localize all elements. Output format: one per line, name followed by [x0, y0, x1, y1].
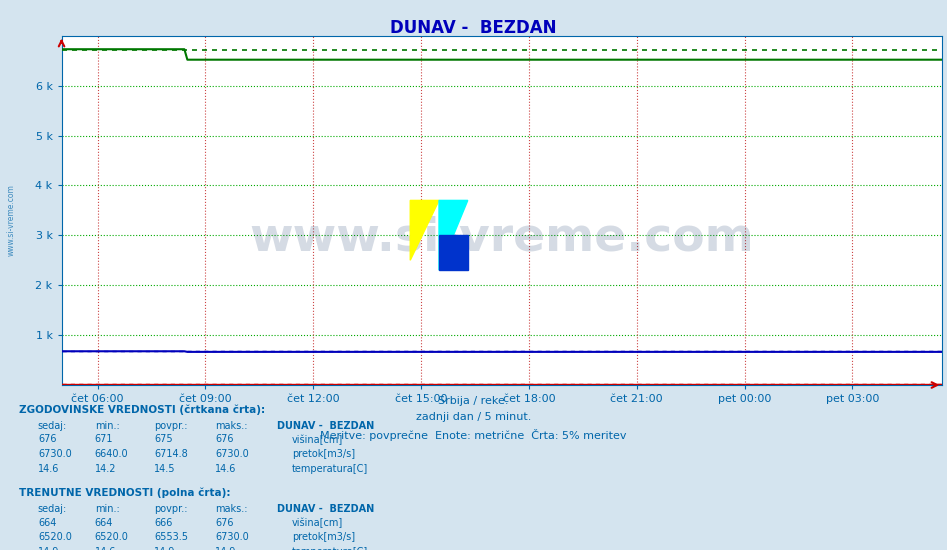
Text: TRENUTNE VREDNOSTI (polna črta):: TRENUTNE VREDNOSTI (polna črta): — [19, 487, 230, 498]
Text: DUNAV -  BEZDAN: DUNAV - BEZDAN — [390, 19, 557, 37]
Text: 6520.0: 6520.0 — [38, 532, 72, 542]
Text: sedaj:: sedaj: — [38, 504, 67, 514]
Text: 14.2: 14.2 — [95, 464, 116, 474]
Text: 676: 676 — [38, 434, 57, 444]
Text: www.si-vreme.com: www.si-vreme.com — [250, 216, 754, 261]
Text: 14.6: 14.6 — [38, 464, 60, 474]
Text: DUNAV -  BEZDAN: DUNAV - BEZDAN — [277, 504, 375, 514]
Text: 676: 676 — [215, 518, 234, 527]
Text: www.si-vreme.com: www.si-vreme.com — [7, 184, 16, 256]
Text: 666: 666 — [154, 518, 172, 527]
Text: povpr.:: povpr.: — [154, 421, 188, 431]
Text: 6640.0: 6640.0 — [95, 449, 129, 459]
Text: 14.6: 14.6 — [95, 547, 116, 550]
Bar — [439, 235, 468, 270]
Text: sedaj:: sedaj: — [38, 421, 67, 431]
Text: 675: 675 — [154, 434, 173, 444]
Text: višina[cm]: višina[cm] — [292, 434, 343, 445]
Text: temperatura[C]: temperatura[C] — [292, 547, 368, 550]
Text: 6714.8: 6714.8 — [154, 449, 188, 459]
Text: 14.5: 14.5 — [154, 464, 176, 474]
Text: Meritve: povprečne  Enote: metrične  Črta: 5% meritev: Meritve: povprečne Enote: metrične Črta:… — [320, 429, 627, 441]
Text: 6730.0: 6730.0 — [215, 532, 249, 542]
Text: 6520.0: 6520.0 — [95, 532, 129, 542]
Text: maks.:: maks.: — [215, 504, 247, 514]
Text: DUNAV -  BEZDAN: DUNAV - BEZDAN — [277, 421, 375, 431]
Text: 14.6: 14.6 — [215, 464, 237, 474]
Polygon shape — [410, 200, 439, 260]
Text: 14.9: 14.9 — [38, 547, 60, 550]
Text: 6730.0: 6730.0 — [215, 449, 249, 459]
Text: 6553.5: 6553.5 — [154, 532, 188, 542]
Text: zadnji dan / 5 minut.: zadnji dan / 5 minut. — [416, 412, 531, 422]
Polygon shape — [439, 200, 468, 270]
Text: 671: 671 — [95, 434, 114, 444]
Text: pretok[m3/s]: pretok[m3/s] — [292, 449, 355, 459]
Text: temperatura[C]: temperatura[C] — [292, 464, 368, 474]
Text: višina[cm]: višina[cm] — [292, 518, 343, 528]
Text: 664: 664 — [95, 518, 113, 527]
Text: 676: 676 — [215, 434, 234, 444]
Text: maks.:: maks.: — [215, 421, 247, 431]
Text: 664: 664 — [38, 518, 56, 527]
Text: povpr.:: povpr.: — [154, 504, 188, 514]
Text: pretok[m3/s]: pretok[m3/s] — [292, 532, 355, 542]
Text: 14.9: 14.9 — [154, 547, 176, 550]
Text: min.:: min.: — [95, 504, 119, 514]
Text: Srbija / reke.: Srbija / reke. — [438, 396, 509, 406]
Text: 14.9: 14.9 — [215, 547, 237, 550]
Text: min.:: min.: — [95, 421, 119, 431]
Text: 6730.0: 6730.0 — [38, 449, 72, 459]
Text: ZGODOVINSKE VREDNOSTI (črtkana črta):: ZGODOVINSKE VREDNOSTI (črtkana črta): — [19, 404, 265, 415]
